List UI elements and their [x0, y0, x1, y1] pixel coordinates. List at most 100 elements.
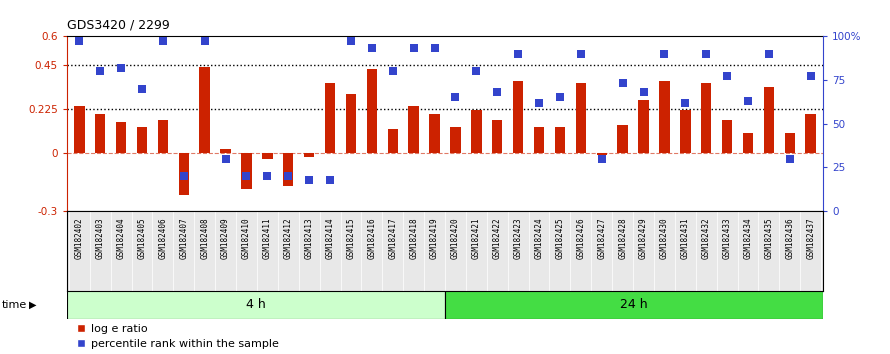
Text: GSM182421: GSM182421: [472, 217, 481, 259]
Text: GSM182423: GSM182423: [514, 217, 522, 259]
Text: GSM182412: GSM182412: [284, 217, 293, 259]
Point: [365, 45, 379, 51]
Bar: [221, 149, 231, 153]
Text: GSM182417: GSM182417: [388, 217, 397, 259]
Point: [553, 95, 567, 100]
Point: [114, 65, 128, 70]
Text: GSM182416: GSM182416: [368, 217, 376, 259]
Bar: [596, 153, 607, 155]
Bar: [785, 133, 795, 153]
Text: GSM182414: GSM182414: [326, 217, 335, 259]
Bar: [618, 125, 627, 153]
Point: [678, 100, 692, 105]
Text: GSM182420: GSM182420: [451, 217, 460, 259]
Point: [574, 51, 588, 56]
Text: GSM182405: GSM182405: [137, 217, 147, 259]
Point: [636, 89, 651, 95]
Point: [239, 173, 254, 179]
Text: GSM182407: GSM182407: [179, 217, 189, 259]
Bar: [576, 83, 586, 153]
Point: [449, 95, 463, 100]
Text: GSM182413: GSM182413: [304, 217, 313, 259]
Bar: [722, 120, 732, 153]
Text: GDS3420 / 2299: GDS3420 / 2299: [67, 18, 169, 32]
Bar: [445, 291, 823, 319]
Point: [93, 68, 108, 74]
Point: [176, 173, 190, 179]
Text: GSM182425: GSM182425: [555, 217, 564, 259]
Text: GSM182428: GSM182428: [619, 217, 627, 259]
Point: [385, 68, 400, 74]
Text: GSM182434: GSM182434: [743, 217, 753, 259]
Bar: [701, 83, 711, 153]
Text: GSM182409: GSM182409: [221, 217, 231, 259]
Text: GSM182431: GSM182431: [681, 217, 690, 259]
Text: GSM182436: GSM182436: [785, 217, 794, 259]
Bar: [241, 153, 252, 189]
Point: [595, 156, 609, 161]
Text: GSM182433: GSM182433: [723, 217, 732, 259]
Text: GSM182437: GSM182437: [806, 217, 815, 259]
Bar: [304, 153, 314, 156]
Point: [72, 39, 86, 44]
Bar: [554, 127, 565, 153]
Text: GSM182427: GSM182427: [597, 217, 606, 259]
Bar: [158, 120, 168, 153]
Bar: [325, 83, 336, 153]
Point: [740, 98, 755, 104]
Point: [532, 100, 546, 105]
Bar: [534, 127, 545, 153]
Bar: [345, 94, 356, 153]
Point: [156, 39, 170, 44]
Point: [490, 89, 505, 95]
Text: GSM182419: GSM182419: [430, 217, 439, 259]
Point: [281, 173, 295, 179]
Text: GSM182422: GSM182422: [493, 217, 502, 259]
Bar: [116, 121, 126, 153]
Point: [782, 156, 797, 161]
Bar: [74, 106, 85, 153]
Point: [469, 68, 483, 74]
Bar: [67, 291, 445, 319]
Bar: [367, 69, 377, 153]
Point: [762, 51, 776, 56]
Text: ▶: ▶: [28, 300, 36, 310]
Point: [804, 73, 818, 79]
Bar: [805, 114, 816, 153]
Text: GSM182406: GSM182406: [158, 217, 167, 259]
Bar: [638, 100, 649, 153]
Point: [198, 39, 212, 44]
Bar: [659, 81, 669, 153]
Text: GSM182429: GSM182429: [639, 217, 648, 259]
Bar: [492, 120, 503, 153]
Text: GSM182403: GSM182403: [96, 217, 105, 259]
Point: [323, 177, 337, 182]
Bar: [513, 81, 523, 153]
Bar: [263, 153, 272, 159]
Text: GSM182418: GSM182418: [409, 217, 418, 259]
Text: GSM182435: GSM182435: [765, 217, 773, 259]
Text: GSM182410: GSM182410: [242, 217, 251, 259]
Text: GSM182432: GSM182432: [701, 217, 711, 259]
Text: GSM182430: GSM182430: [659, 217, 669, 259]
Bar: [137, 127, 147, 153]
Text: GSM182426: GSM182426: [577, 217, 586, 259]
Text: 24 h: 24 h: [620, 298, 648, 312]
Point: [511, 51, 525, 56]
Text: GSM182408: GSM182408: [200, 217, 209, 259]
Point: [616, 80, 630, 86]
Bar: [429, 114, 440, 153]
Point: [720, 73, 734, 79]
Bar: [471, 110, 481, 153]
Point: [700, 51, 714, 56]
Text: GSM182415: GSM182415: [346, 217, 355, 259]
Bar: [199, 67, 210, 153]
Point: [658, 51, 672, 56]
Text: GSM182404: GSM182404: [117, 217, 125, 259]
Point: [260, 173, 274, 179]
Bar: [179, 153, 189, 195]
Point: [344, 39, 358, 44]
Bar: [409, 106, 419, 153]
Text: time: time: [2, 300, 27, 310]
Text: GSM182424: GSM182424: [535, 217, 544, 259]
